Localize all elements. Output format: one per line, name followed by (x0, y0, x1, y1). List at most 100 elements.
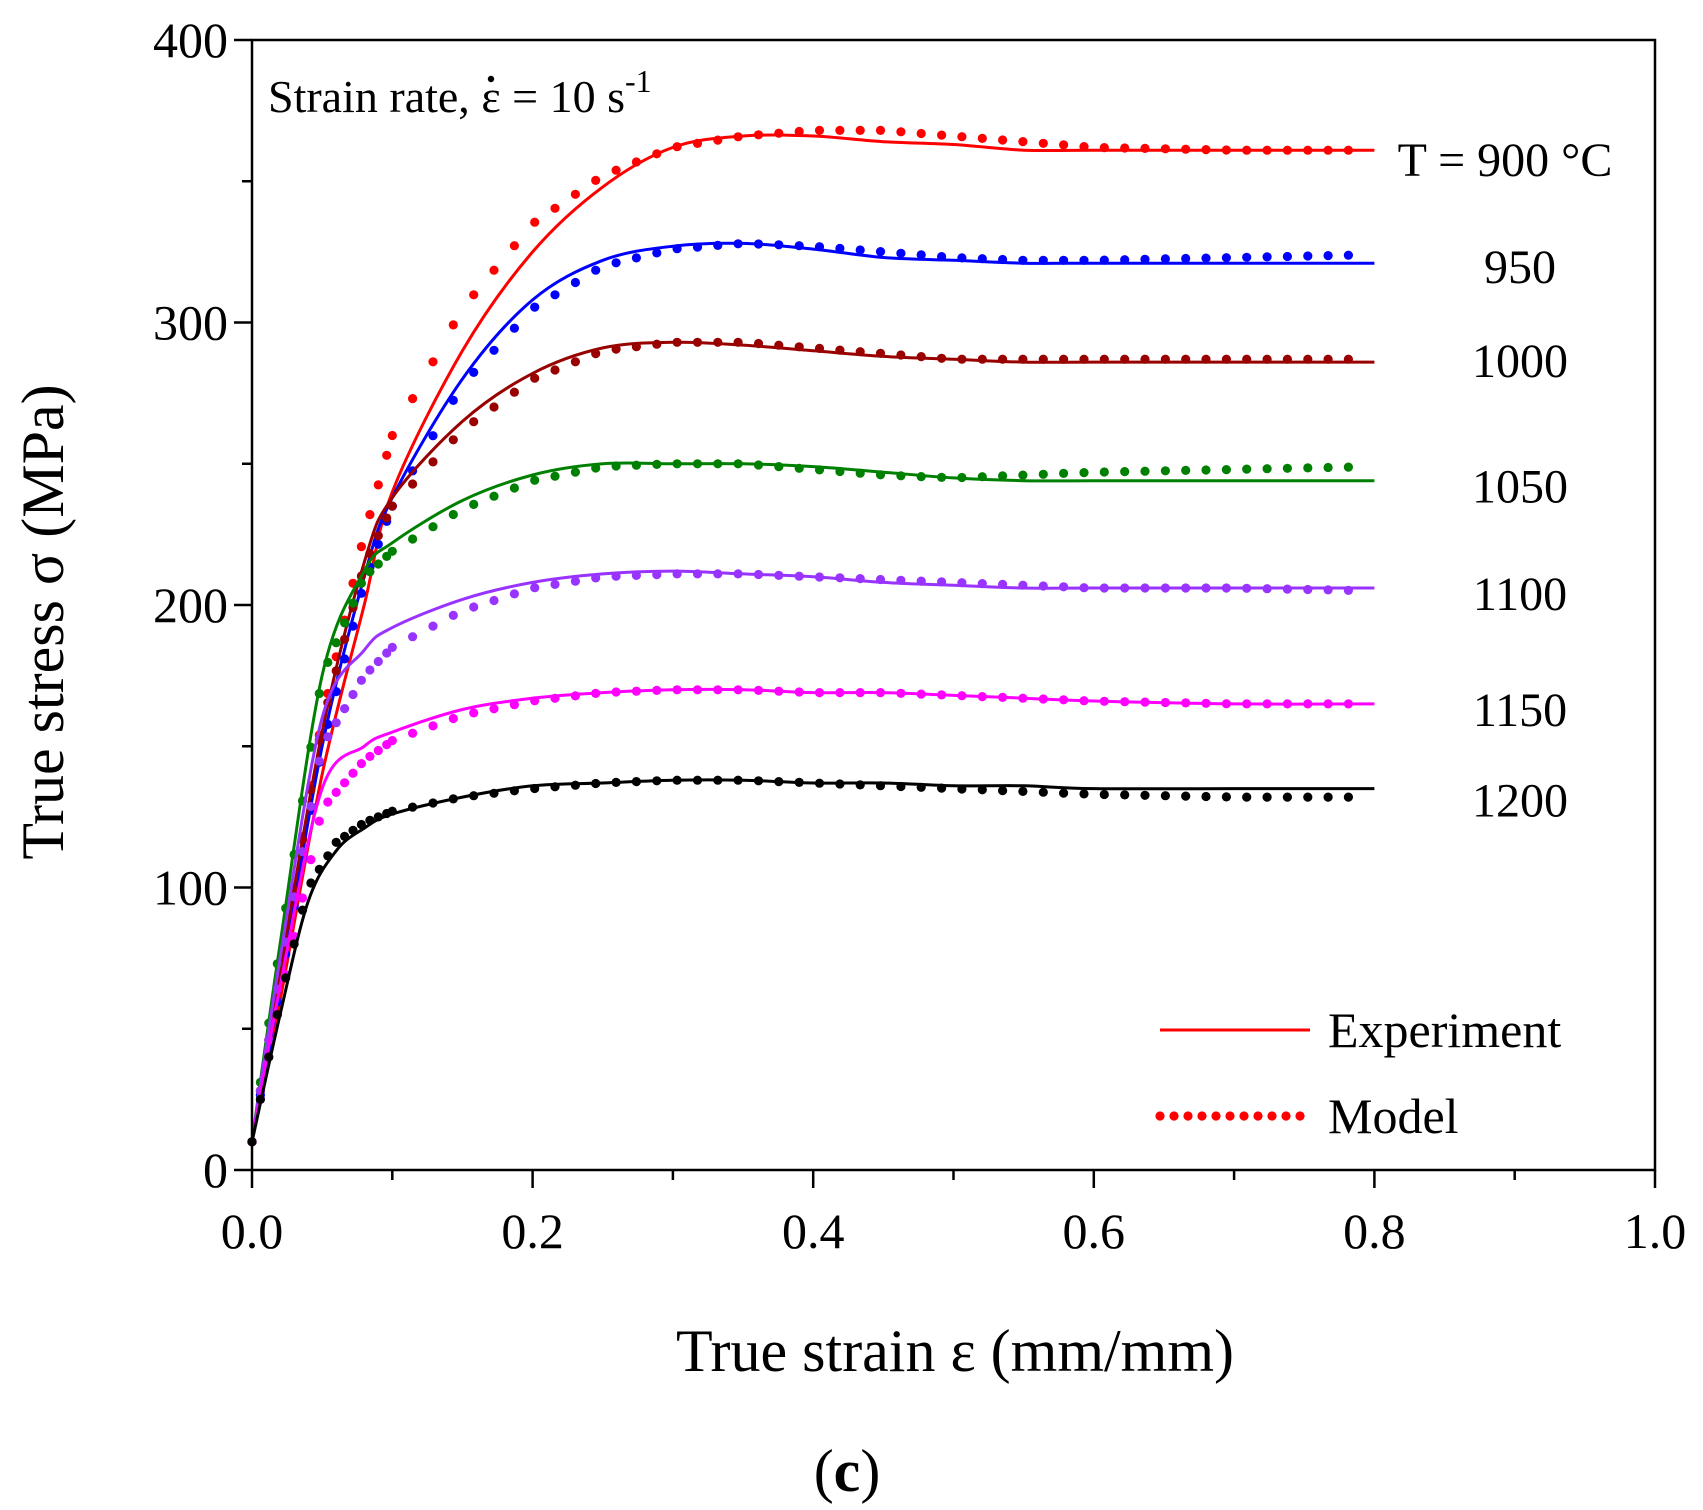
model-point (733, 569, 743, 579)
model-point (550, 693, 560, 703)
model-point (1201, 253, 1211, 263)
legend-model-dot (1225, 1111, 1235, 1121)
model-point (1323, 462, 1333, 473)
y-tick-label: 0 (203, 1142, 228, 1198)
model-point (814, 465, 825, 475)
model-point (550, 579, 560, 590)
model-point (1323, 145, 1333, 155)
model-point (1059, 582, 1069, 592)
strain-rate-annotation: Strain rate, ε = 10 s-1 (268, 63, 652, 122)
model-point (331, 837, 341, 847)
model-point (530, 217, 540, 227)
plot-frame (250, 38, 1657, 1172)
model-point (340, 704, 350, 714)
model-point (387, 642, 397, 653)
model-point (753, 130, 764, 140)
model-point (1120, 143, 1130, 153)
model-point (835, 125, 845, 135)
model-point (1242, 792, 1252, 802)
legend: Experiment Model (1155, 1002, 1561, 1144)
model-point (1262, 252, 1272, 262)
model-point (652, 248, 662, 258)
model-point (611, 461, 621, 471)
model-point (835, 345, 845, 355)
model-point (340, 831, 350, 842)
x-tick-label: 0.4 (782, 1203, 845, 1259)
y-tick-label: 300 (153, 295, 228, 351)
model-point (1221, 465, 1231, 475)
model-point (916, 128, 926, 139)
model-point (794, 777, 804, 788)
model-point (1038, 354, 1048, 364)
model-point (448, 509, 458, 520)
model-point (998, 354, 1008, 364)
model-point (1201, 145, 1211, 155)
model-point (1018, 255, 1028, 265)
model-point (631, 157, 642, 167)
model-point (713, 240, 723, 250)
model-point (382, 450, 392, 460)
annotation-suffix: = 10 s (501, 71, 625, 122)
model-point (1282, 354, 1292, 364)
model-point (428, 798, 438, 808)
model-point (998, 135, 1008, 145)
model-point (672, 569, 682, 579)
model-point (1059, 788, 1069, 798)
model-point (373, 531, 383, 541)
legend-model-dot (1169, 1111, 1179, 1121)
experiment-line (250, 133, 1375, 1143)
model-point (713, 569, 723, 579)
model-point (957, 691, 967, 701)
model-point (1160, 254, 1170, 264)
model-point (1282, 699, 1292, 709)
model-point (306, 855, 316, 865)
model-point (448, 435, 458, 445)
model-point (356, 542, 366, 552)
model-point (340, 634, 350, 644)
model-point (774, 686, 784, 696)
model-point (652, 776, 662, 786)
model-point (1262, 464, 1272, 474)
model-point (428, 431, 438, 441)
model-point (937, 252, 947, 262)
model-point (469, 367, 479, 377)
model-point (692, 337, 703, 347)
model-point (1303, 251, 1313, 261)
model-point (1079, 255, 1089, 265)
model-point (692, 775, 703, 785)
model-point (448, 610, 458, 621)
model-point (373, 480, 383, 490)
model-point (1018, 470, 1028, 480)
series-label: 950 (1484, 241, 1556, 294)
model-point (1038, 138, 1048, 148)
x-tick-label: 0.6 (1063, 1203, 1126, 1259)
model-point (835, 688, 845, 698)
model-point (1242, 252, 1252, 262)
model-point (356, 578, 366, 588)
model-point (1221, 792, 1231, 802)
model-point (1140, 790, 1150, 800)
model-point (408, 534, 418, 544)
model-point (611, 344, 621, 354)
model-point (1038, 581, 1048, 591)
model-point (1018, 580, 1028, 590)
model-point (1160, 144, 1170, 154)
model-point (1343, 145, 1353, 155)
model-point (916, 782, 926, 792)
model-point (1303, 145, 1313, 155)
model-point (855, 574, 865, 584)
model-point (1079, 142, 1089, 152)
legend-model-dot (1239, 1111, 1249, 1121)
model-point (937, 577, 947, 587)
model-point (1303, 584, 1313, 595)
model-point (713, 459, 723, 469)
model-point (835, 243, 845, 253)
model-point (1079, 696, 1089, 706)
model-point (1099, 354, 1109, 364)
legend-model-dot (1211, 1111, 1221, 1121)
model-point (387, 806, 397, 816)
model-point (896, 781, 906, 792)
y-tick-label: 100 (153, 860, 228, 916)
model-point (977, 354, 987, 364)
model-point (570, 576, 581, 586)
